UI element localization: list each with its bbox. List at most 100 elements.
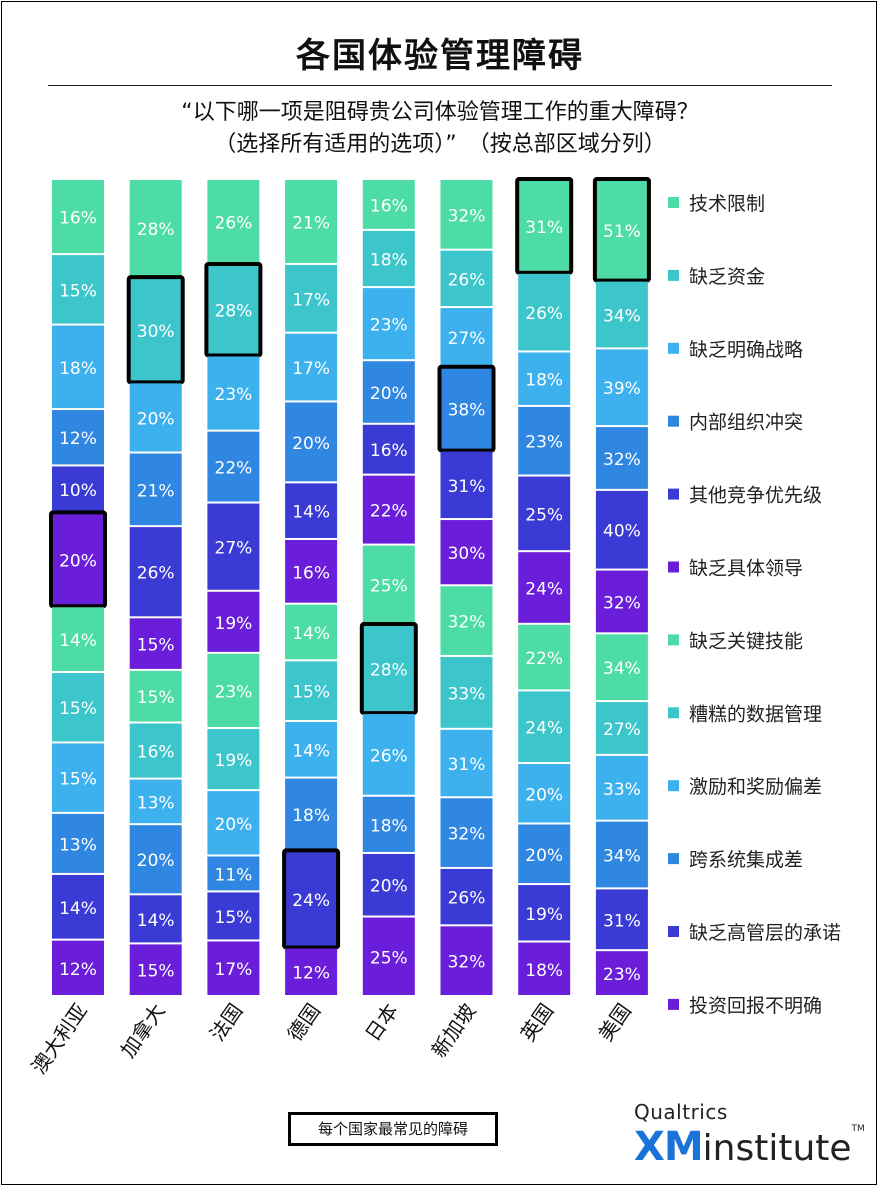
bar-segment-新加坡-投资回报不明确 — [440, 926, 493, 995]
bar-segment-德国-缺乏资金 — [285, 264, 338, 332]
data-label-澳大利亚-缺乏高管层的承诺: 14% — [59, 899, 97, 919]
legend-label-激励和奖励偏差: 激励和奖励偏差 — [689, 776, 822, 798]
highlight-box-日本 — [359, 622, 418, 716]
data-label-新加坡-投资回报不明确: 32% — [448, 953, 486, 973]
data-label-澳大利亚-缺乏具体领导: 20% — [59, 551, 97, 571]
stacked-bar-chart: 16% 15% 18% 12% 10% 20% 14% 15% 15% 13% 14% 12% 澳大利亚… — [27, 177, 841, 1078]
highlight-box-德国 — [282, 848, 341, 950]
bar-segment-美国-糟糕的数据管理 — [595, 702, 648, 754]
data-label-新加坡-缺乏明确战略: 27% — [448, 329, 486, 349]
bar-segment-日本-激励和奖励偏差 — [362, 714, 415, 795]
data-label-日本-其他竞争优先级: 16% — [370, 441, 408, 461]
data-label-日本-内部组织冲突: 20% — [370, 384, 408, 404]
bar-segment-法国-投资回报不明确 — [207, 941, 260, 995]
data-label-澳大利亚-内部组织冲突: 12% — [59, 429, 97, 449]
bar-segment-新加坡-跨系统集成差 — [440, 798, 493, 867]
bar-segment-新加坡-其他竞争优先级 — [440, 451, 493, 519]
bar-segment-澳大利亚-跨系统集成差 — [52, 813, 104, 873]
data-label-美国-缺乏资金: 34% — [603, 307, 641, 327]
data-label-加拿大-缺乏关键技能: 15% — [137, 688, 175, 708]
data-label-加拿大-缺乏资金: 30% — [137, 322, 175, 342]
bar-segment-英国-技术限制 — [518, 180, 571, 272]
bar-segment-美国-其他竞争优先级 — [595, 490, 648, 569]
data-label-新加坡-跨系统集成差: 32% — [448, 825, 486, 845]
bar-segment-英国-缺乏具体领导 — [518, 552, 571, 623]
bar-segment-日本-缺乏明确战略 — [362, 288, 415, 360]
data-label-法国-缺乏明确战略: 23% — [215, 385, 253, 405]
data-label-澳大利亚-投资回报不明确: 12% — [59, 960, 97, 980]
data-label-英国-缺乏明确战略: 18% — [525, 371, 563, 391]
highlight-box-加拿大 — [126, 275, 185, 385]
bar-segment-法国-跨系统集成差 — [207, 856, 260, 891]
legend-swatch-激励和奖励偏差 — [668, 780, 679, 792]
bar-segment-澳大利亚-缺乏明确战略 — [52, 325, 104, 409]
data-label-加拿大-缺乏高管层的承诺: 14% — [137, 911, 175, 931]
bar-segment-英国-投资回报不明确 — [518, 942, 571, 995]
bar-segment-法国-激励和奖励偏差 — [207, 791, 260, 855]
bar-segment-法国-缺乏资金 — [207, 264, 260, 355]
data-label-法国-技术限制: 26% — [215, 213, 253, 233]
category-label-英国: 英国 — [516, 999, 559, 1046]
bar-segment-英国-跨系统集成差 — [518, 824, 571, 884]
category-label-德国: 德国 — [283, 999, 326, 1046]
bar-segment-英国-糟糕的数据管理 — [518, 691, 571, 763]
bar-segment-澳大利亚-缺乏关键技能 — [52, 607, 104, 672]
bar-segment-加拿大-激励和奖励偏差 — [129, 779, 182, 824]
data-label-加拿大-其他竞争优先级: 26% — [137, 564, 175, 584]
bar-segment-新加坡-缺乏具体领导 — [440, 520, 493, 585]
legend-swatch-其他竞争优先级 — [668, 488, 679, 500]
data-label-英国-缺乏资金: 26% — [525, 304, 563, 324]
bar-segment-澳大利亚-缺乏资金 — [52, 255, 104, 324]
data-label-德国-缺乏明确战略: 17% — [292, 359, 330, 379]
data-label-澳大利亚-缺乏明确战略: 18% — [59, 359, 97, 379]
bar-segment-英国-激励和奖励偏差 — [518, 764, 571, 823]
category-label-加拿大: 加拿大 — [116, 999, 170, 1062]
data-label-日本-缺乏明确战略: 23% — [370, 316, 408, 336]
data-label-英国-跨系统集成差: 20% — [525, 846, 563, 866]
bar-segment-新加坡-内部组织冲突 — [440, 367, 493, 450]
data-label-澳大利亚-缺乏关键技能: 14% — [59, 631, 97, 651]
bar-segment-日本-其他竞争优先级 — [362, 424, 415, 474]
data-label-日本-激励和奖励偏差: 26% — [370, 746, 408, 766]
bar-segment-法国-缺乏明确战略 — [207, 356, 260, 430]
data-label-法国-其他竞争优先级: 27% — [215, 539, 253, 559]
data-label-加拿大-内部组织冲突: 21% — [137, 481, 175, 501]
category-label-美国: 美国 — [593, 999, 636, 1046]
data-label-日本-跨系统集成差: 18% — [370, 816, 408, 836]
data-label-美国-投资回报不明确: 23% — [603, 965, 641, 985]
bar-segment-德国-激励和奖励偏差 — [285, 721, 338, 777]
data-label-德国-缺乏具体领导: 16% — [292, 563, 330, 583]
brand-logo: Qualtrics XMinstituteTM — [634, 1100, 865, 1170]
bar-segment-法国-技术限制 — [207, 180, 260, 263]
data-label-德国-缺乏高管层的承诺: 24% — [292, 891, 330, 911]
data-label-德国-投资回报不明确: 12% — [292, 964, 330, 984]
bar-segment-德国-投资回报不明确 — [285, 948, 338, 995]
bar-segment-法国-缺乏具体领导 — [207, 591, 260, 652]
bar-segment-日本-缺乏资金 — [362, 230, 415, 287]
data-label-日本-缺乏关键技能: 25% — [370, 576, 408, 596]
bar-segment-法国-糟糕的数据管理 — [207, 729, 260, 790]
data-label-法国-缺乏高管层的承诺: 15% — [215, 908, 253, 928]
data-label-德国-激励和奖励偏差: 14% — [292, 741, 330, 761]
legend-label-缺乏明确战略: 缺乏明确战略 — [689, 339, 803, 361]
data-label-日本-技术限制: 16% — [370, 196, 408, 216]
bar-segment-加拿大-缺乏具体领导 — [129, 618, 182, 669]
data-label-美国-糟糕的数据管理: 27% — [603, 720, 641, 740]
data-label-澳大利亚-激励和奖励偏差: 15% — [59, 770, 97, 790]
data-label-美国-缺乏明确战略: 39% — [603, 379, 641, 399]
bar-segment-澳大利亚-缺乏具体领导 — [52, 513, 104, 606]
legend-swatch-缺乏具体领导 — [668, 561, 679, 573]
bar-segment-英国-缺乏高管层的承诺 — [518, 885, 571, 941]
data-label-澳大利亚-跨系统集成差: 13% — [59, 835, 97, 855]
bar-segment-加拿大-技术限制 — [129, 180, 182, 277]
bar-segment-英国-缺乏关键技能 — [518, 624, 571, 690]
data-label-新加坡-糟糕的数据管理: 33% — [448, 684, 486, 704]
bar-segment-德国-缺乏关键技能 — [285, 604, 338, 660]
bar-segment-美国-缺乏明确战略 — [595, 349, 648, 426]
bar-segment-澳大利亚-糟糕的数据管理 — [52, 673, 104, 742]
data-label-美国-内部组织冲突: 32% — [603, 450, 641, 470]
legend-swatch-缺乏关键技能 — [668, 634, 679, 646]
bar-segment-美国-缺乏资金 — [595, 281, 648, 348]
data-label-英国-投资回报不明确: 18% — [525, 961, 563, 981]
bar-segment-法国-内部组织冲突 — [207, 431, 260, 502]
